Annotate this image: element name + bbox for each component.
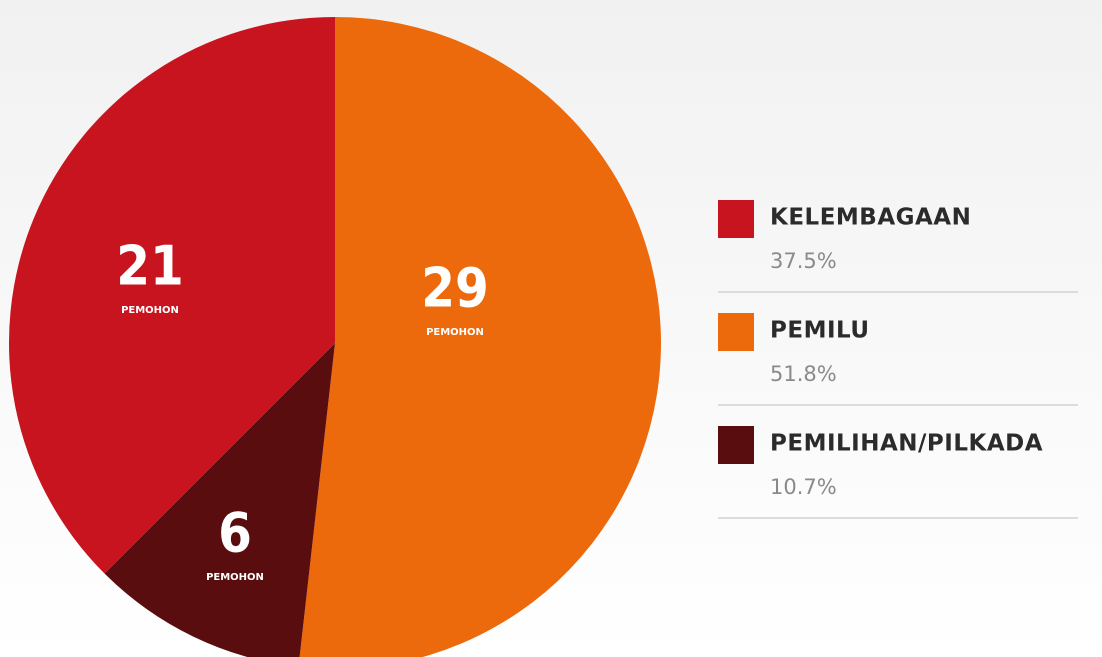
slice-value-label: 29	[421, 257, 489, 320]
legend-name: KELEMBAGAAN	[770, 205, 971, 231]
legend-swatch	[718, 200, 754, 238]
legend-percent: 10.7%	[770, 475, 837, 499]
legend-swatch	[718, 426, 754, 464]
legend-percent: 37.5%	[770, 249, 837, 273]
pie-slice	[104, 343, 335, 657]
pie-slice	[299, 17, 661, 657]
pie-slice	[9, 17, 336, 574]
slice-value-label: 6	[218, 502, 252, 565]
legend-name: PEMILIHAN/PILKADA	[770, 431, 1043, 457]
slice-unit-label: PEMOHON	[426, 327, 484, 338]
slice-unit-label: PEMOHON	[206, 572, 264, 583]
slice-unit-label: PEMOHON	[121, 305, 179, 316]
legend-swatch	[718, 313, 754, 351]
slice-value-label: 21	[116, 235, 184, 298]
legend-name: PEMILU	[770, 318, 870, 344]
legend-percent: 51.8%	[770, 362, 837, 386]
